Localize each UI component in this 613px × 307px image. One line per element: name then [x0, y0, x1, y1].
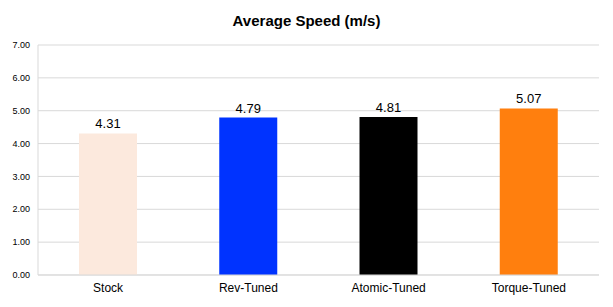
svg-text:4.00: 4.00 — [12, 139, 30, 149]
svg-text:7.00: 7.00 — [12, 40, 30, 50]
svg-text:4.79: 4.79 — [236, 101, 261, 116]
svg-text:2.00: 2.00 — [12, 204, 30, 214]
svg-text:Torque-Tuned: Torque-Tuned — [492, 281, 566, 295]
svg-text:Atomic-Tuned: Atomic-Tuned — [352, 281, 426, 295]
html-text:Average Speed (m/s): Average Speed (m/s) — [232, 12, 381, 29]
svg-text:3.00: 3.00 — [12, 172, 30, 182]
svg-text:4.81: 4.81 — [376, 100, 401, 115]
svg-text:Stock: Stock — [93, 281, 124, 295]
svg-text:6.00: 6.00 — [12, 73, 30, 83]
svg-text:Rev-Tuned: Rev-Tuned — [219, 281, 278, 295]
svg-text:0.00: 0.00 — [12, 270, 30, 280]
svg-text:5.00: 5.00 — [12, 106, 30, 116]
svg-text:4.31: 4.31 — [95, 116, 120, 131]
svg-text:5.07: 5.07 — [516, 91, 541, 106]
svg-text:1.00: 1.00 — [12, 237, 30, 247]
